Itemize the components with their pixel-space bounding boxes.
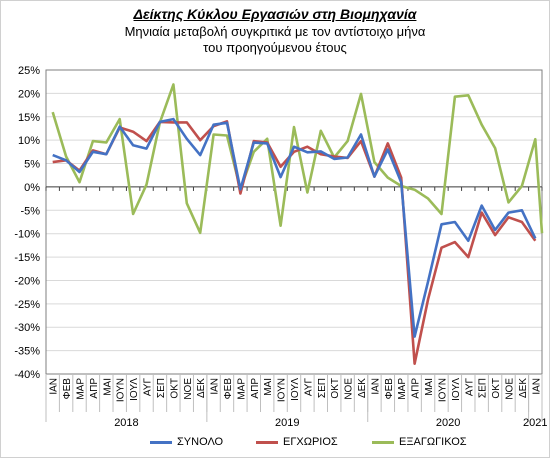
x-month-label: ΑΠΡ: [411, 378, 422, 399]
x-month-label: ΝΟΕ: [344, 378, 355, 400]
legend-swatch-total: [150, 440, 172, 444]
legend-item-exports: ΕΞΑΓΩΓΙΚΟΣ: [372, 436, 467, 448]
chart-title: Δείκτης Κύκλου Εργασιών στη Βιομηχανία: [133, 6, 417, 22]
x-month-label: ΑΥΓ: [303, 378, 314, 397]
x-month-label: ΜΑΡ: [76, 378, 87, 400]
y-tick-label: -20%: [14, 275, 40, 287]
x-month-label: ΜΑΙ: [102, 378, 113, 396]
x-month-label: ΙΑΝ: [370, 378, 381, 395]
x-year-label: 2019: [275, 417, 299, 429]
y-tick-label: 10%: [18, 135, 40, 147]
x-month-label: ΜΑΡ: [236, 378, 247, 400]
x-month-label: ΔΕΚ: [357, 378, 368, 398]
x-month-label: ΑΥΓ: [464, 378, 475, 397]
x-month-label: ΔΕΚ: [518, 378, 529, 398]
y-tick-label: -25%: [14, 299, 40, 311]
legend-label-domestic: ΕΓΧΩΡΙΟΣ: [283, 436, 338, 448]
x-month-label: ΦΕΒ: [62, 378, 73, 400]
y-tick-label: -30%: [14, 322, 40, 334]
x-month-label: ΝΟΕ: [183, 378, 194, 400]
x-month-label: ΑΠΡ: [250, 378, 261, 399]
x-month-label: ΟΚΤ: [169, 378, 180, 399]
y-tick-label: 25%: [18, 65, 40, 77]
legend-item-total: ΣΥΝΟΛΟ: [150, 436, 223, 448]
x-month-label: ΙΟΥΛ: [290, 378, 301, 401]
y-tick-label: -35%: [14, 346, 40, 358]
x-month-label: ΣΕΠ: [478, 378, 489, 398]
x-month-label: ΣΕΠ: [156, 378, 167, 398]
x-month-label: ΑΠΡ: [89, 378, 100, 399]
x-month-label: ΔΕΚ: [196, 378, 207, 398]
series-line-total: [52, 117, 537, 338]
x-month-label: ΜΑΙ: [263, 378, 274, 396]
x-month-label: ΑΥΓ: [143, 378, 154, 397]
x-month-label: ΙΟΥΝ: [116, 378, 127, 402]
legend-swatch-domestic: [256, 440, 278, 444]
legend-label-total: ΣΥΝΟΛΟ: [177, 436, 224, 448]
legend-item-domestic: ΕΓΧΩΡΙΟΣ: [256, 436, 338, 448]
x-month-label: ΟΚΤ: [491, 378, 502, 399]
x-month-label: ΝΟΕ: [504, 378, 515, 400]
x-month-label: ΙΑΝ: [531, 378, 542, 395]
y-tick-label: 15%: [18, 112, 40, 124]
x-month-label: ΙΑΝ: [210, 378, 221, 395]
y-tick-label: 5%: [24, 159, 40, 171]
x-month-label: ΙΑΝ: [49, 378, 60, 395]
x-month-label: ΙΟΥΝ: [277, 378, 288, 402]
x-month-label: ΦΕΒ: [223, 378, 234, 400]
y-tick-label: -10%: [14, 229, 40, 241]
series-line-domestic: [52, 120, 537, 366]
y-tick-label: -15%: [14, 252, 40, 264]
x-year-label: 2020: [436, 417, 460, 429]
x-month-label: ΜΑΙ: [424, 378, 435, 396]
x-year-label: 2018: [114, 417, 138, 429]
plot-area-border: [45, 69, 543, 375]
legend-swatch-exports: [372, 440, 394, 444]
x-year-label: 2021: [523, 417, 547, 429]
x-month-label: ΙΟΥΛ: [451, 378, 462, 401]
x-month-label: ΜΑΡ: [397, 378, 408, 400]
x-month-label: ΙΟΥΛ: [129, 378, 140, 401]
y-tick-label: 0%: [24, 182, 40, 194]
legend-label-exports: ΕΞΑΓΩΓΙΚΟΣ: [399, 436, 467, 448]
chart-subtitle-line-1: Μηνιαία μεταβολή συγκριτικά με τον αντίσ…: [124, 24, 426, 39]
x-month-label: ΟΚΤ: [330, 378, 341, 399]
y-tick-label: -5%: [20, 205, 40, 217]
x-month-label: ΣΕΠ: [317, 378, 328, 398]
x-month-label: ΦΕΒ: [384, 378, 395, 400]
series-line-exports: [51, 83, 544, 235]
y-tick-label: -40%: [14, 369, 40, 381]
y-tick-label: 20%: [18, 88, 40, 100]
chart-subtitle-line-2: του προηγούμενου έτους: [203, 40, 347, 55]
x-month-label: ΙΟΥΝ: [437, 378, 448, 402]
